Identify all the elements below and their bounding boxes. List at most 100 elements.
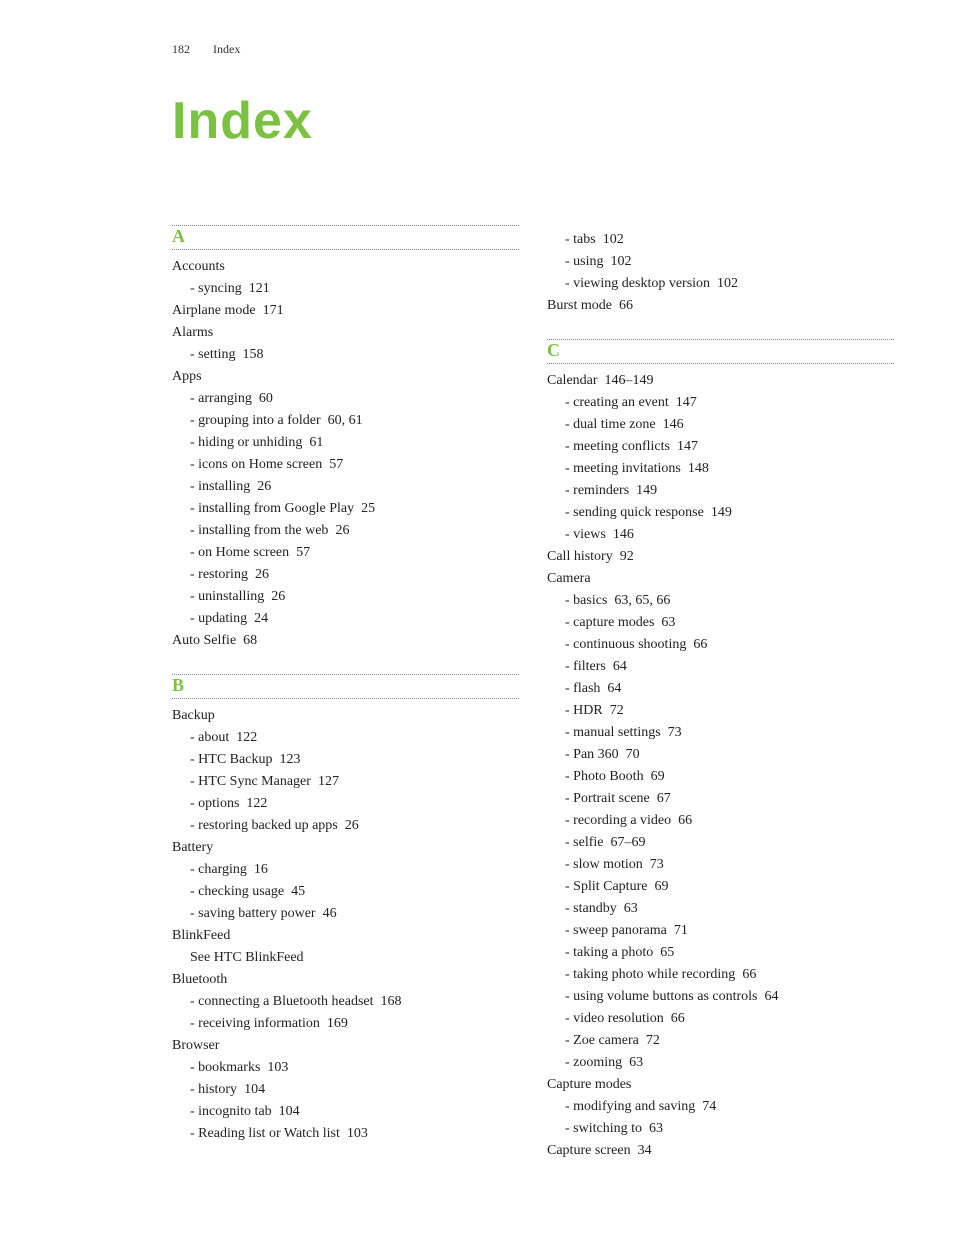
index-entry-term: Alarms [172,325,213,340]
index-subentry-text: updating [190,611,247,626]
index-subentry: slow motion 73 [547,854,894,876]
index-subentry: restoring backed up apps 26 [172,815,519,837]
index-subentry: charging 16 [172,859,519,881]
index-subentry-pages: 45 [291,884,305,899]
divider [172,674,519,675]
index-subentry-pages: 104 [279,1104,300,1119]
index-subentry: installing from Google Play 25 [172,498,519,520]
index-entry: Airplane mode 171 [172,300,519,322]
index-subentry-pages: 57 [329,457,343,472]
index-subentry-pages: 169 [327,1016,348,1031]
index-subentry-text: manual settings [565,725,661,740]
index-subentry: reminders 149 [547,480,894,502]
index-subentry: recording a video 66 [547,810,894,832]
index-subentry-pages: 24 [254,611,268,626]
index-subentry: zooming 63 [547,1052,894,1074]
index-subentry: Zoe camera 72 [547,1030,894,1052]
index-entry: Backup [172,705,519,727]
index-subentry-pages: 63 [624,901,638,916]
index-subentry-text: dual time zone [565,417,656,432]
index-subentry-text: charging [190,862,247,877]
index-subentry-pages: 146 [613,527,634,542]
index-letter: C [547,340,560,363]
index-entry: Calendar 146–149 [547,370,894,392]
section-name: Index [213,42,240,56]
index-subentry: updating 24 [172,608,519,630]
index-subentry-pages: 60, 61 [328,413,363,428]
index-subentry-text: continuous shooting [565,637,686,652]
index-subentry-text: tabs [565,232,596,247]
index-subentry: about 122 [172,727,519,749]
index-entry: Browser [172,1035,519,1057]
index-subentry-text: viewing desktop version [565,276,710,291]
index-subentry-pages: 16 [254,862,268,877]
page-title: Index [172,91,894,151]
index-entry: Accounts [172,256,519,278]
index-subentry-text: views [565,527,606,542]
index-subentry-text: taking a photo [565,945,653,960]
index-subentry-text: Zoe camera [565,1033,639,1048]
index-subentry-pages: 26 [257,479,271,494]
index-subentry: installing 26 [172,476,519,498]
index-subentry-text: checking usage [190,884,284,899]
divider [172,249,519,250]
index-subentry-text: bookmarks [190,1060,260,1075]
index-subentry-pages: 122 [236,730,257,745]
index-entry-term: Backup [172,708,215,723]
index-entry-pages: 66 [619,298,633,313]
index-subentry-pages: 72 [610,703,624,718]
index-subentry-text: Photo Booth [565,769,644,784]
index-entry-pages: 34 [638,1143,652,1158]
index-entry-term: Accounts [172,259,225,274]
index-subentry: Reading list or Watch list 103 [172,1123,519,1145]
index-subentry: Portrait scene 67 [547,788,894,810]
index-subentry-pages: 63, 65, 66 [614,593,670,608]
index-subentry-pages: 66 [693,637,707,652]
index-subentry-pages: 127 [318,774,339,789]
index-entry-term: Apps [172,369,202,384]
index-subentry-pages: 146 [663,417,684,432]
index-letter: B [172,675,184,698]
index-subentry-pages: 26 [255,567,269,582]
index-subentry-text: HTC Backup [190,752,272,767]
index-subentry-pages: 25 [361,501,375,516]
index-subentry-pages: 149 [636,483,657,498]
index-letter: A [172,226,185,249]
index-subentry-text: history [190,1082,237,1097]
index-subentry-text: filters [565,659,606,674]
index-subentry-text: on Home screen [190,545,289,560]
index-entry: Burst mode 66 [547,295,894,317]
index-subentry: incognito tab 104 [172,1101,519,1123]
index-letter-heading: A [172,225,519,250]
index-subentry-text: connecting a Bluetooth headset [190,994,374,1009]
index-subentry: selfie 67–69 [547,832,894,854]
index-subentry-text: arranging [190,391,252,406]
index-subentry-pages: 148 [688,461,709,476]
index-entry-pages: 171 [263,303,284,318]
index-entries: Accountssyncing 121Airplane mode 171Alar… [172,256,519,652]
index-subentry-text: receiving information [190,1016,320,1031]
index-subentry: bookmarks 103 [172,1057,519,1079]
index-subentry-pages: 26 [345,818,359,833]
index-entry: Capture modes [547,1074,894,1096]
index-entry: Capture screen 34 [547,1140,894,1162]
index-entry-term: Auto Selfie [172,633,236,648]
index-subentry-text: grouping into a folder [190,413,321,428]
index-subentry: taking a photo 65 [547,942,894,964]
index-subentry-pages: 70 [626,747,640,762]
index-see-reference: See HTC BlinkFeed [172,947,519,969]
index-subentry-pages: 64 [765,989,779,1004]
index-subentry: meeting conflicts 147 [547,436,894,458]
index-subentry-text: video resolution [565,1011,664,1026]
index-entry-term: Browser [172,1038,219,1053]
index-subentry-pages: 67 [657,791,671,806]
index-entry-term: Call history [547,549,613,564]
index-subentry-text: sending quick response [565,505,704,520]
index-entries: Calendar 146–149creating an event 147dua… [547,370,894,1162]
index-subentry: tabs 102 [547,229,894,251]
page-number: 182 [172,42,190,56]
index-subentry-pages: 57 [296,545,310,560]
index-subentry-pages: 122 [246,796,267,811]
index-subentry-text: using volume buttons as controls [565,989,758,1004]
index-subentry: views 146 [547,524,894,546]
